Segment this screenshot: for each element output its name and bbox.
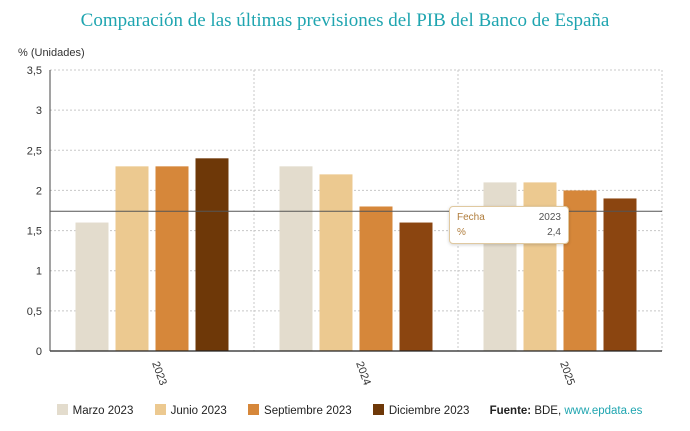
- y-tick-label: 3: [36, 105, 42, 117]
- source-link[interactable]: www.epdata.es: [564, 404, 643, 417]
- y-tick-label: 2: [36, 185, 42, 197]
- legend-item-septiembre[interactable]: Septiembre 2023: [248, 404, 352, 417]
- x-tick-label: 2023: [149, 360, 169, 387]
- y-tick-label: 2,5: [27, 145, 42, 157]
- tooltip-fecha-value: 2023: [538, 212, 561, 223]
- y-tick-label: 0,5: [27, 306, 42, 318]
- legend-item-junio[interactable]: Junio 2023: [154, 404, 227, 417]
- y-axis-label: % (Unidades): [18, 47, 85, 59]
- y-tick-label: 3,5: [27, 65, 42, 77]
- bar-diciembre-2023-2024: [399, 222, 433, 351]
- legend: Marzo 2023 Junio 2023 Septiembre 2023 Di…: [0, 404, 690, 417]
- bar-junio-2023-2024: [319, 174, 353, 351]
- legend-swatch: [248, 404, 260, 415]
- x-tick-label: 2024: [353, 360, 373, 387]
- bar-junio-2023-2023: [115, 166, 149, 351]
- source-label: Fuente:: [489, 404, 532, 417]
- tooltip-pct-label: %: [457, 227, 466, 238]
- legend-label: Marzo 2023: [72, 405, 134, 417]
- bar-septiembre-2023-2023: [155, 166, 189, 351]
- legend-swatch: [154, 404, 166, 415]
- source-text: BDE,: [534, 404, 562, 417]
- y-tick-label: 1: [36, 266, 42, 278]
- bar-diciembre-2023-2023: [195, 158, 229, 351]
- bar-diciembre-2023-2025: [603, 198, 637, 351]
- bar-septiembre-2023-2025: [563, 190, 597, 351]
- bar-septiembre-2023-2024: [359, 206, 393, 351]
- bar-chart: 0 0,5 1 1,5 2 2,5 3 3,5 2023 2024 2025: [27, 65, 663, 387]
- x-tick-label: 2025: [557, 360, 577, 387]
- bar-marzo-2023-2024: [279, 166, 313, 351]
- legend-item-marzo[interactable]: Marzo 2023: [56, 404, 134, 417]
- bar-marzo-2023-2023: [75, 222, 109, 351]
- legend-item-diciembre[interactable]: Diciembre 2023: [372, 404, 470, 417]
- source: Fuente: BDE, www.epdata.es: [490, 405, 643, 417]
- tooltip: Fecha 2023 % 2,4: [449, 206, 569, 244]
- tooltip-pct-value: 2,4: [547, 227, 561, 238]
- legend-label: Diciembre 2023: [388, 405, 470, 417]
- y-tick-label: 1,5: [27, 226, 42, 238]
- chart-title: Comparación de las últimas previsiones d…: [80, 10, 610, 31]
- tooltip-fecha-label: Fecha: [457, 212, 485, 223]
- legend-swatch: [372, 404, 384, 415]
- legend-swatch: [56, 404, 68, 415]
- legend-label: Septiembre 2023: [264, 405, 352, 417]
- y-tick-label: 0: [36, 346, 42, 358]
- legend-label: Junio 2023: [170, 405, 227, 417]
